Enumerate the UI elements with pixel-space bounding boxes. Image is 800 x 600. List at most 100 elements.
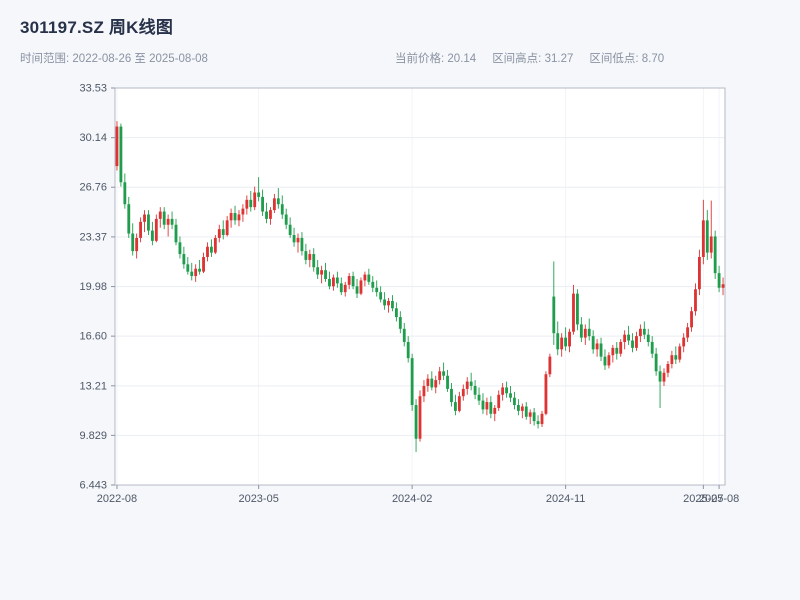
candle	[292, 227, 296, 247]
candle	[178, 236, 182, 259]
kline-chart: 33.53 30.14 26.76 23.37 19.98 16.60 13.21 9.829…	[79, 83, 739, 506]
candle	[221, 220, 225, 240]
candle	[237, 210, 241, 227]
candle	[217, 224, 221, 243]
candle	[398, 311, 402, 334]
candle	[607, 352, 611, 369]
candle	[701, 199, 705, 265]
candle	[249, 191, 253, 212]
candle	[162, 207, 166, 230]
candle	[383, 292, 386, 310]
candle	[375, 280, 379, 297]
candle	[213, 235, 217, 255]
range-low-label: 区间低点:	[589, 53, 639, 65]
candle	[454, 394, 457, 416]
candle	[316, 259, 320, 279]
candle	[705, 210, 709, 260]
candle	[540, 410, 544, 428]
candle	[115, 121, 119, 171]
candle	[442, 362, 446, 381]
candle	[450, 383, 453, 407]
candle	[481, 393, 485, 414]
candle	[568, 328, 571, 353]
candle	[119, 123, 123, 187]
x-tick-label: 2022-08	[97, 493, 137, 505]
y-tick-label: 26.76	[79, 182, 107, 194]
candle	[186, 256, 190, 275]
candle	[257, 177, 261, 202]
candle	[359, 277, 363, 296]
candle	[520, 403, 524, 419]
candle	[308, 249, 312, 268]
candle	[158, 207, 162, 228]
range-low-stat: 区间低点: 8.70	[589, 50, 664, 66]
candle	[615, 341, 619, 360]
candle	[501, 383, 505, 401]
y-tick-label: 23.37	[79, 231, 107, 243]
candle	[300, 232, 304, 256]
candle	[363, 271, 367, 287]
candle	[516, 399, 520, 416]
candle	[532, 407, 536, 426]
candle	[406, 336, 410, 363]
candle	[446, 369, 449, 392]
candle	[210, 239, 213, 257]
candle	[394, 302, 398, 322]
candle	[682, 333, 686, 353]
candle	[198, 259, 202, 275]
candle	[461, 384, 465, 401]
candle	[438, 366, 442, 385]
candle	[143, 210, 146, 233]
candle	[367, 268, 371, 285]
current-price-label: 当前价格:	[395, 53, 445, 65]
candle	[509, 385, 512, 403]
candle	[343, 281, 347, 297]
candle	[280, 195, 284, 219]
candle	[206, 242, 209, 262]
candle	[233, 205, 237, 225]
candle	[328, 271, 331, 290]
candle	[489, 396, 493, 419]
candle	[497, 390, 501, 411]
candle	[371, 276, 375, 293]
candle	[528, 409, 532, 425]
y-tick-label: 9.829	[79, 430, 107, 442]
y-tick-label: 19.98	[79, 281, 107, 293]
candle	[579, 317, 583, 342]
candle	[493, 405, 497, 422]
y-tick-label: 13.21	[79, 380, 107, 392]
candle	[548, 353, 552, 378]
candles-layer	[115, 121, 725, 452]
candle	[505, 381, 508, 398]
candle	[536, 415, 540, 429]
candle	[150, 221, 154, 246]
range-low-value: 8.70	[641, 53, 665, 65]
candle	[619, 339, 623, 357]
candle	[131, 223, 135, 256]
candle	[194, 264, 198, 282]
candle	[296, 233, 300, 253]
candle	[572, 284, 575, 335]
candle	[465, 377, 469, 395]
candle	[166, 214, 170, 237]
candle	[690, 306, 693, 332]
x-tick-label: 2025-07	[683, 493, 723, 505]
candle	[694, 283, 697, 316]
candle	[670, 350, 674, 369]
candle	[611, 344, 615, 363]
candle	[564, 327, 568, 351]
candle	[713, 230, 717, 279]
candle	[422, 380, 426, 403]
candle	[662, 368, 666, 386]
candle	[434, 375, 438, 394]
candle	[654, 347, 658, 376]
candle	[473, 380, 477, 400]
candle	[477, 387, 481, 406]
current-price-value: 20.14	[447, 53, 477, 65]
candle	[190, 262, 194, 281]
candle	[721, 277, 725, 296]
candle	[410, 353, 414, 411]
candle	[351, 271, 355, 290]
candle	[709, 200, 713, 259]
